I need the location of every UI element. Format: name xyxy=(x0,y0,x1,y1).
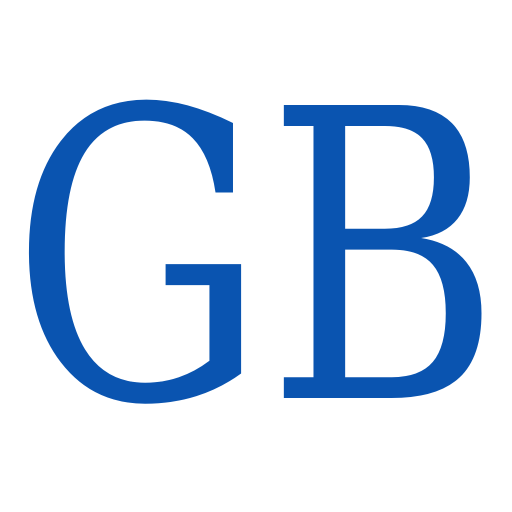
logo-text: GB xyxy=(11,25,501,493)
